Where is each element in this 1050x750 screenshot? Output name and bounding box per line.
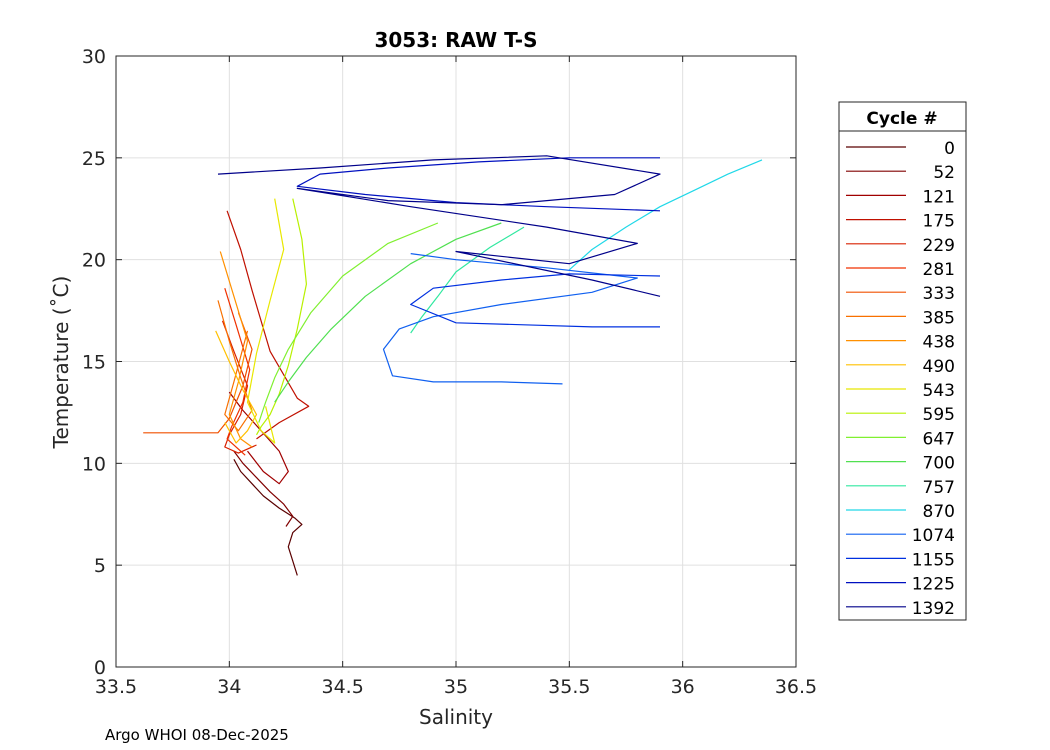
y-tick-label: 5 — [94, 555, 106, 577]
series-line-cycle-385 — [217, 300, 253, 432]
series-line-cycle-52 — [233, 450, 294, 527]
x-tick-label: 36.5 — [775, 676, 817, 698]
series-line-cycle-700 — [274, 222, 502, 403]
series-line-cycle-595 — [255, 198, 307, 436]
legend-entry-label: 870 — [923, 502, 955, 522]
series-line-cycle-543 — [246, 198, 285, 444]
y-tick-label: 15 — [82, 352, 106, 374]
legend-entry-label: 438 — [923, 333, 955, 353]
axis-ticks: 33.5 34 34.5 35 35.5 36 36.5 0 5 10 15 20 25 30 — [82, 46, 817, 698]
legend-entry-label: 121 — [923, 187, 955, 207]
legend-entry-label: 385 — [923, 308, 955, 328]
footer-credit: Argo WHOI 08-Dec-2025 — [105, 726, 289, 744]
legend-title: Cycle # — [866, 109, 937, 129]
legend-entry-label: 490 — [923, 357, 955, 377]
series-line-cycle-757 — [410, 226, 525, 334]
x-axis-label: Salinity — [419, 705, 493, 729]
x-tick-label: 34 — [217, 676, 241, 698]
legend-entry-label: 175 — [923, 212, 955, 232]
legend: Cycle # 0 52 121 175 229 281 333 385 438 490 543 59… — [838, 101, 967, 621]
series-line-cycle-0 — [233, 459, 303, 576]
series-line-cycle-175 — [226, 210, 310, 440]
y-tick-label: 10 — [82, 453, 106, 475]
series-line-cycle-1392 — [217, 155, 661, 297]
legend-entry-label: 281 — [923, 260, 955, 280]
legend-entry-label: 595 — [923, 405, 955, 425]
series-line-cycle-121 — [228, 391, 289, 485]
legend-entry-label: 1155 — [912, 550, 955, 570]
x-tick-label: 35 — [444, 676, 468, 698]
legend-entry-label: 52 — [933, 163, 955, 183]
x-tick-label: 34.5 — [322, 676, 364, 698]
legend-entry-label: 1074 — [912, 526, 955, 546]
series-line-cycle-1074 — [382, 253, 638, 385]
y-tick-label: 0 — [94, 657, 106, 679]
series-line-cycle-333 — [143, 312, 253, 434]
series-line-cycle-281 — [224, 288, 251, 456]
y-axis-label: Temperature (˚C) — [49, 276, 73, 450]
legend-entry-label: 1392 — [912, 599, 955, 619]
series-line-cycle-229 — [221, 320, 257, 454]
legend-entry-label: 757 — [923, 478, 955, 498]
legend-entry-label: 647 — [923, 429, 955, 449]
series-line-cycle-647 — [258, 222, 439, 423]
legend-entries: 0 52 121 175 229 281 333 385 438 490 543 595 647 700 7… — [846, 139, 955, 619]
series-line-cycle-490 — [215, 330, 258, 444]
legend-entry-label: 0 — [944, 139, 955, 159]
legend-entry-label: 1225 — [912, 575, 955, 595]
x-tick-label: 33.5 — [95, 676, 137, 698]
chart-title: 3053: RAW T-S — [374, 28, 537, 52]
legend-entry-label: 700 — [923, 454, 955, 474]
series-line-cycle-1155 — [410, 273, 661, 328]
series-line-cycle-870 — [568, 159, 763, 271]
x-tick-label: 35.5 — [548, 676, 590, 698]
legend-entry-label: 543 — [923, 381, 955, 401]
x-tick-label: 36 — [671, 676, 695, 698]
series-layer — [143, 155, 763, 576]
y-tick-label: 20 — [82, 250, 106, 272]
legend-entry-label: 229 — [923, 236, 955, 256]
y-tick-label: 30 — [82, 46, 106, 68]
y-tick-label: 25 — [82, 148, 106, 170]
legend-entry-label: 333 — [923, 284, 955, 304]
